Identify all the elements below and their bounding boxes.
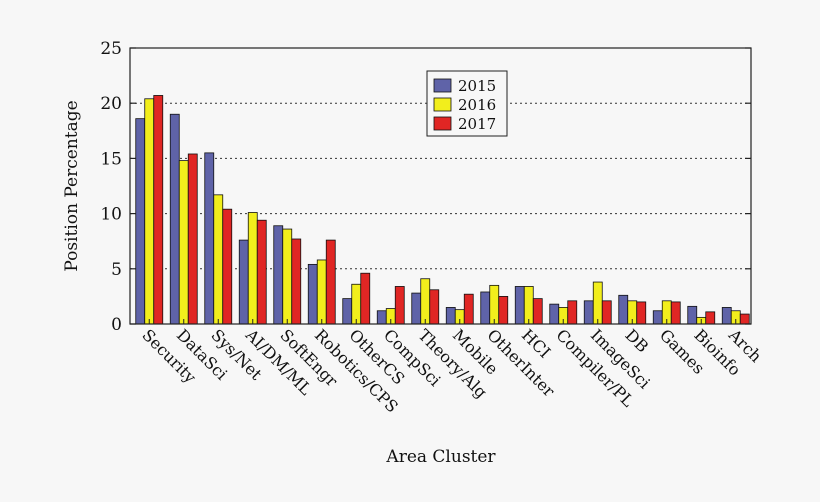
- bar-2015: [411, 292, 422, 325]
- bar-2017: [705, 311, 716, 325]
- bar-2015: [721, 307, 732, 325]
- bar-2015: [135, 118, 146, 325]
- legend-swatch-2015: [433, 78, 452, 93]
- bar-2017: [222, 208, 233, 325]
- bar-2016: [592, 281, 603, 325]
- x-axis-title: Area Cluster: [385, 447, 496, 467]
- bar-2015: [480, 291, 491, 325]
- plot-frame: [129, 47, 752, 325]
- bar-2017: [291, 238, 302, 325]
- bar-2017: [394, 286, 405, 325]
- bar-2017: [532, 298, 543, 325]
- bar-2015: [376, 310, 387, 325]
- y-tick-label: 20: [100, 94, 122, 114]
- bar-2017: [567, 300, 578, 325]
- bar-2017: [739, 313, 750, 325]
- bar-2015: [583, 300, 594, 325]
- bar-2015: [687, 305, 698, 325]
- legend-swatch-2016: [433, 97, 452, 112]
- bar-2017: [360, 272, 371, 325]
- bar-2017: [256, 219, 267, 325]
- y-tick-label: 25: [100, 39, 122, 59]
- bar-2015: [169, 113, 180, 325]
- bar-2015: [307, 263, 318, 325]
- bar-2015: [204, 152, 215, 325]
- legend-label: 2015: [458, 77, 496, 95]
- bar-2016: [247, 212, 258, 325]
- y-tick-label: 0: [111, 315, 122, 335]
- bar-2015: [549, 303, 560, 325]
- bar-2015: [238, 239, 249, 325]
- bar-2016: [213, 194, 224, 325]
- bar-2017: [153, 95, 164, 325]
- bar-2015: [445, 307, 456, 325]
- y-axis-title: Position Percentage: [62, 100, 82, 271]
- y-tick-label: 10: [100, 205, 122, 225]
- bar-2016: [523, 286, 534, 325]
- bar-2015: [514, 286, 525, 325]
- bar-2017: [325, 239, 336, 325]
- bar-2017: [601, 300, 612, 325]
- bar-2016: [316, 259, 327, 325]
- bar-2017: [187, 153, 198, 325]
- bar-2015: [652, 310, 663, 325]
- bar-2017: [636, 301, 647, 325]
- bar-2016: [489, 284, 500, 325]
- bar-2016: [144, 98, 155, 325]
- bar-2016: [282, 228, 293, 325]
- legend-label: 2017: [458, 115, 496, 133]
- bar-2017: [463, 293, 474, 325]
- bar-2015: [273, 225, 284, 325]
- bar-2017: [670, 301, 681, 325]
- legend-swatch-2017: [433, 116, 452, 131]
- y-tick-label: 15: [100, 149, 122, 169]
- bar-2015: [618, 294, 629, 325]
- bar-2017: [498, 295, 509, 325]
- y-tick-label: 5: [111, 260, 122, 280]
- bar-2017: [429, 289, 440, 325]
- bar-2016: [420, 278, 431, 325]
- bar-2016: [351, 283, 362, 325]
- legend-label: 2016: [458, 96, 496, 114]
- bar-2015: [342, 298, 353, 325]
- bar-2016: [178, 160, 189, 325]
